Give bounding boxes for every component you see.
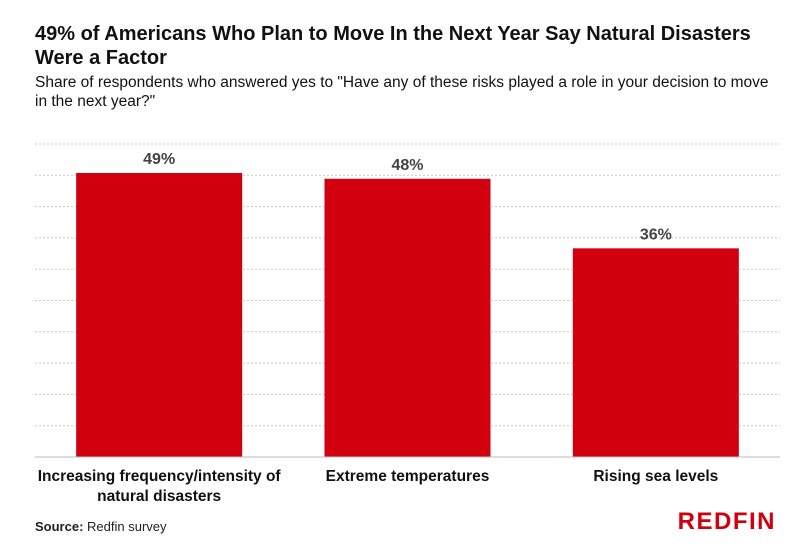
- source-note: Source: Redfin survey: [35, 519, 167, 534]
- source-text: Redfin survey: [87, 519, 167, 534]
- data-labels: 49% 48% 36%: [143, 151, 672, 243]
- redfin-logo: REDFIN: [677, 508, 776, 535]
- data-label: 36%: [640, 226, 672, 243]
- source-label: Source:: [35, 519, 84, 534]
- bar: [324, 178, 491, 457]
- category-label: Increasing frequency/intensity of natura…: [37, 468, 281, 505]
- bar: [572, 248, 739, 457]
- chart-title: 49% of Americans Who Plan to Move In the…: [35, 23, 751, 69]
- category-label: Extreme temperatures: [325, 468, 490, 485]
- bar: [76, 172, 243, 457]
- chart-subtitle: Share of respondents who answered yes to…: [35, 74, 769, 110]
- bars: [76, 172, 739, 457]
- category-label: Rising sea levels: [593, 468, 719, 485]
- data-label: 48%: [391, 157, 423, 174]
- data-label: 49%: [143, 151, 175, 168]
